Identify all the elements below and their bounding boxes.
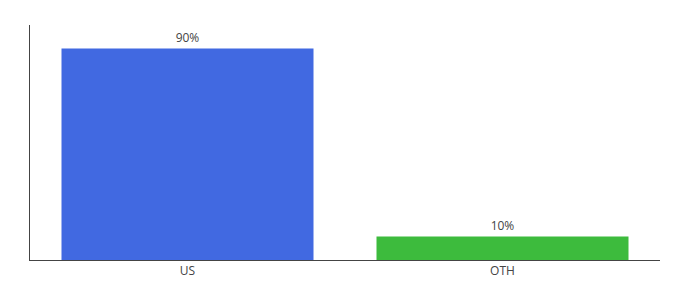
svg-text:10%: 10% — [491, 217, 515, 234]
svg-text:OTH: OTH — [490, 262, 515, 279]
svg-text:US: US — [180, 262, 195, 279]
svg-text:90%: 90% — [176, 29, 200, 46]
